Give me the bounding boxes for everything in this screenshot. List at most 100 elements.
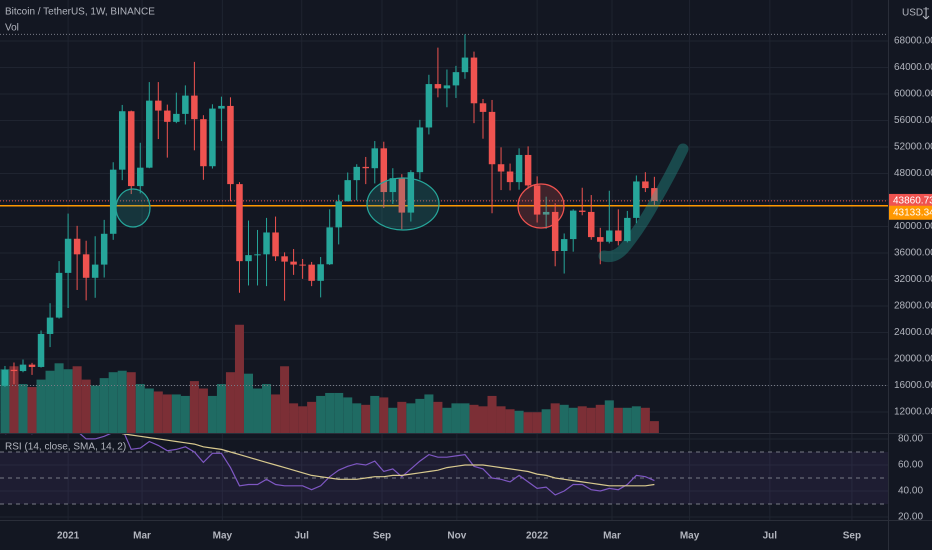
candle-body: [28, 364, 36, 367]
candle-body: [353, 166, 360, 181]
drawings: [115, 143, 689, 262]
volume-bar: [298, 406, 308, 433]
candle-body: [389, 178, 397, 193]
volume-bar: [640, 407, 650, 433]
last-price-label: 43860.73: [893, 196, 932, 207]
volume-bar: [343, 397, 353, 433]
marked-price-label: 43133.34: [893, 207, 932, 218]
candle-body: [624, 217, 631, 242]
rsi-layer: [0, 434, 888, 505]
volume-bar: [550, 403, 560, 433]
volume-bar: [415, 398, 425, 433]
x-tick-label: 2022: [526, 531, 549, 542]
volume-bar: [352, 403, 362, 433]
candle-body: [542, 211, 550, 215]
highlight-ellipse: [115, 188, 151, 228]
volume-bar: [144, 388, 154, 433]
volume-bar: [9, 366, 19, 433]
volume-bar: [108, 372, 118, 433]
candle-body: [37, 333, 45, 367]
volume-bar: [325, 392, 335, 433]
x-tick-label: 2021: [57, 531, 80, 542]
currency-icon: [922, 7, 930, 20]
volume-bar: [253, 388, 263, 433]
candle-body: [588, 211, 595, 238]
volume-bar: [216, 384, 226, 433]
candle-body: [281, 256, 288, 262]
x-tick-label: May: [213, 531, 233, 542]
candle-body: [569, 210, 577, 240]
volume-bar: [153, 391, 163, 433]
candle-body: [182, 95, 189, 114]
candle-body: [137, 167, 144, 187]
brush-stroke: [598, 143, 689, 262]
volume-bar: [613, 407, 623, 433]
volume-bar: [117, 370, 127, 433]
candle-body: [335, 201, 342, 228]
x-tick-label: Sep: [373, 531, 391, 542]
candle-body: [317, 264, 324, 281]
candle-body: [344, 180, 351, 202]
y-tick-label: 28000.00: [894, 301, 932, 312]
candle-body: [371, 148, 379, 169]
candle-body: [551, 211, 559, 252]
highlight-ellipse: [517, 183, 565, 229]
candle-body: [155, 100, 162, 111]
y-tick-label: 40000.00: [894, 221, 932, 232]
candle-body: [497, 164, 505, 172]
volume-bar: [532, 412, 542, 433]
candle-body: [633, 181, 640, 218]
candle-body: [263, 232, 270, 255]
volume-bar: [0, 369, 10, 433]
candle-body: [560, 239, 568, 252]
volume-bar: [595, 404, 605, 433]
candle-body: [651, 188, 658, 201]
candle-body: [470, 57, 478, 104]
candle-body: [615, 230, 622, 242]
candle-body: [425, 84, 433, 128]
candle-body: [100, 233, 108, 265]
volume-bar: [514, 410, 524, 433]
volume-bar: [478, 406, 488, 433]
y-tick-label: 32000.00: [894, 274, 932, 285]
volume-bar: [27, 387, 37, 433]
candle-body: [461, 57, 469, 73]
candle-body: [10, 369, 18, 372]
volume-bar: [559, 404, 569, 433]
candle-body: [506, 171, 514, 183]
volume-bar: [379, 397, 389, 433]
x-tick-label: Mar: [133, 531, 151, 542]
candle-body: [127, 111, 135, 187]
rsi-tick-label: 60.00: [898, 460, 923, 471]
volume-bar: [90, 385, 100, 433]
volume-label: Vol: [5, 23, 19, 34]
candle-body: [398, 178, 406, 213]
x-tick-label: Nov: [447, 531, 466, 542]
volume-bar: [460, 403, 470, 433]
candle-body: [434, 84, 442, 89]
rsi-tick-label: 80.00: [898, 434, 923, 445]
volume-bar: [577, 406, 587, 433]
candle-body: [227, 105, 234, 185]
candle-body: [191, 95, 198, 120]
volume-bar: [622, 407, 632, 433]
candle-body: [452, 72, 460, 86]
volume-bar: [126, 372, 136, 433]
candle-body: [19, 364, 27, 372]
candle-body: [236, 184, 243, 262]
candle-body: [299, 264, 306, 266]
y-tick-label: 20000.00: [894, 354, 932, 365]
candle-body: [245, 255, 252, 262]
volume-bar: [469, 404, 479, 433]
candle-body: [524, 154, 532, 186]
y-tick-label: 52000.00: [894, 142, 932, 153]
volume-bar: [568, 407, 578, 433]
candle-body: [218, 105, 225, 109]
volume-bar: [289, 403, 299, 433]
candle-body: [209, 108, 216, 167]
volume-bar: [307, 401, 317, 433]
volume-bar: [63, 369, 73, 433]
y-tick-label: 60000.00: [894, 89, 932, 100]
